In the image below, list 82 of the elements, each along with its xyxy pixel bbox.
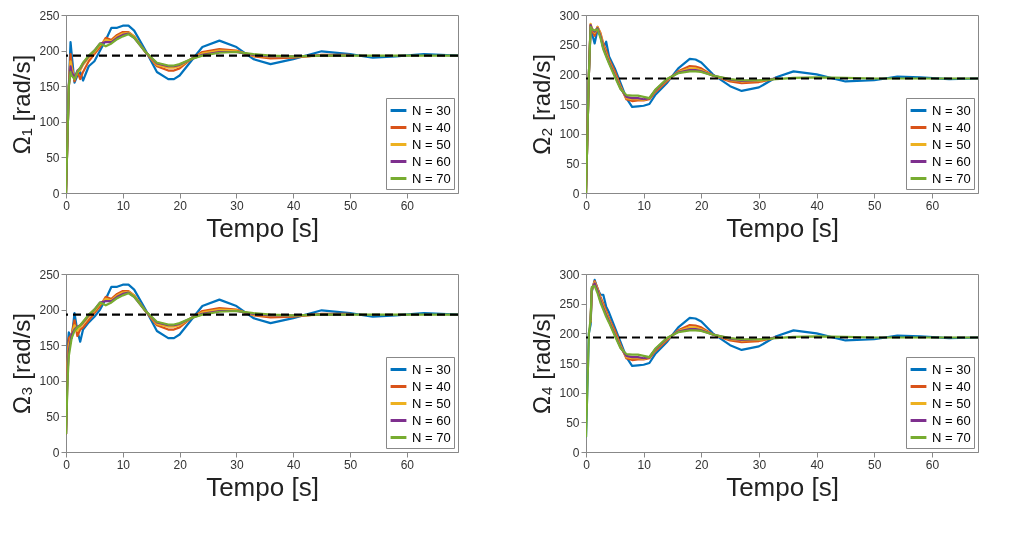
- x-tick-label: 50: [343, 457, 358, 472]
- x-tick-label: 0: [583, 457, 591, 472]
- x-axis-title: Tempo [s]: [726, 471, 839, 502]
- legend-label: N = 50: [412, 136, 451, 152]
- legend-label: N = 30: [412, 102, 451, 118]
- y-axis-title: Ω₃ [rad/s]: [8, 312, 36, 415]
- x-tick-label: 40: [810, 457, 825, 472]
- x-tick-label: 20: [695, 198, 709, 213]
- legend-label: N = 60: [412, 153, 451, 169]
- x-axis-title: Tempo [s]: [206, 471, 319, 502]
- y-tick-label: 200: [559, 326, 580, 341]
- y-tick-label: 300: [559, 267, 580, 282]
- y-axis-title: Ω₄ [rad/s]: [528, 312, 556, 415]
- legend-label: N = 30: [412, 361, 451, 377]
- x-tick-label: 40: [287, 198, 301, 213]
- y-tick-label: 250: [39, 8, 60, 23]
- x-tick-label: 0: [63, 198, 71, 213]
- x-tick-label: 40: [810, 198, 825, 213]
- y-tick-label: 0: [52, 445, 60, 460]
- x-tick-label: 20: [173, 198, 188, 213]
- x-axis-title: Tempo [s]: [206, 212, 319, 243]
- y-tick-label: 150: [39, 338, 60, 353]
- x-axis-title: Tempo [s]: [726, 212, 839, 243]
- legend-label: N = 70: [932, 170, 971, 186]
- legend-label: N = 60: [932, 153, 971, 169]
- legend-label: N = 50: [412, 395, 451, 411]
- y-tick-label: 150: [559, 97, 580, 112]
- y-tick-label: 50: [566, 415, 580, 430]
- x-tick-label: 50: [868, 457, 882, 472]
- y-tick-label: 0: [572, 445, 580, 460]
- y-tick-label: 250: [39, 267, 60, 282]
- y-tick-label: 100: [39, 115, 60, 130]
- x-tick-label: 60: [400, 457, 415, 472]
- legend-label: N = 60: [932, 412, 971, 428]
- y-tick-label: 0: [52, 186, 60, 201]
- legend-label: N = 40: [932, 119, 971, 135]
- y-tick-label: 250: [559, 38, 580, 53]
- y-tick-label: 50: [46, 409, 60, 424]
- y-tick-label: 0: [572, 186, 580, 201]
- x-tick-label: 30: [752, 198, 767, 213]
- legend-label: N = 30: [932, 102, 971, 118]
- legend-label: N = 70: [932, 429, 971, 445]
- x-tick-label: 50: [868, 198, 882, 213]
- y-tick-label: 100: [559, 127, 580, 142]
- y-tick-label: 100: [559, 386, 580, 401]
- x-tick-label: 30: [230, 457, 244, 472]
- legend-label: N = 30: [932, 361, 971, 377]
- y-tick-label: 150: [559, 356, 580, 371]
- y-tick-label: 300: [559, 8, 580, 23]
- legend-label: N = 70: [412, 429, 451, 445]
- x-tick-label: 30: [752, 457, 767, 472]
- x-tick-label: 20: [173, 457, 188, 472]
- x-tick-label: 10: [637, 457, 652, 472]
- y-tick-label: 50: [46, 150, 60, 165]
- legend-label: N = 40: [932, 378, 971, 394]
- y-tick-label: 200: [39, 303, 60, 318]
- y-tick-label: 200: [559, 67, 580, 82]
- x-tick-label: 50: [343, 198, 358, 213]
- x-tick-label: 10: [116, 198, 131, 213]
- y-tick-label: 100: [39, 374, 60, 389]
- x-tick-label: 60: [925, 198, 940, 213]
- y-tick-label: 250: [559, 297, 580, 312]
- x-tick-label: 60: [925, 457, 940, 472]
- y-axis-title: Ω₂ [rad/s]: [528, 54, 556, 155]
- x-tick-label: 60: [400, 198, 415, 213]
- y-axis-title: Ω₁ [rad/s]: [8, 54, 36, 155]
- x-tick-label: 0: [583, 198, 591, 213]
- x-tick-label: 10: [116, 457, 131, 472]
- legend-label: N = 50: [932, 395, 971, 411]
- y-tick-label: 150: [39, 79, 60, 94]
- x-tick-label: 20: [695, 457, 709, 472]
- x-tick-label: 0: [63, 457, 71, 472]
- legend-label: N = 50: [932, 136, 971, 152]
- x-tick-label: 40: [287, 457, 301, 472]
- x-tick-label: 30: [230, 198, 244, 213]
- legend-label: N = 40: [412, 119, 451, 135]
- y-tick-label: 200: [39, 44, 60, 59]
- x-tick-label: 10: [637, 198, 652, 213]
- y-tick-label: 50: [566, 156, 580, 171]
- legend-label: N = 70: [412, 170, 451, 186]
- legend-label: N = 60: [412, 412, 451, 428]
- legend-label: N = 40: [412, 378, 451, 394]
